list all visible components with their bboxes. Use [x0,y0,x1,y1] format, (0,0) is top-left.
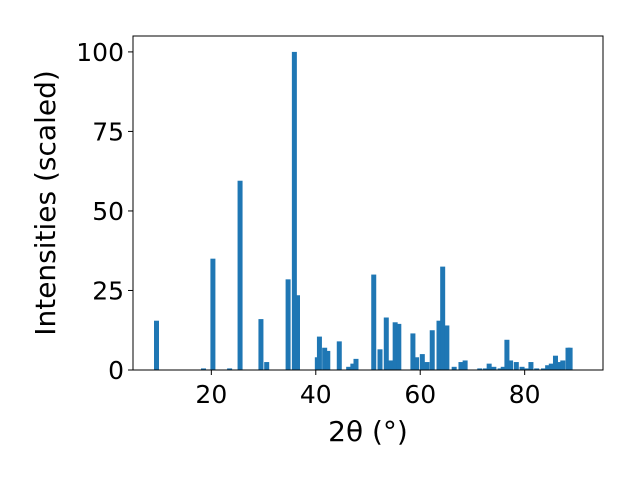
bar-30 [440,266,446,370]
bar-43 [513,362,519,370]
bar-49 [545,365,551,370]
y-tick-label-4: 100 [76,38,124,67]
bar-4 [237,180,243,370]
bar-16 [350,363,356,370]
bar-2 [210,258,216,370]
x-axis: 20 40 60 80 [195,370,541,409]
y-tick-label-1: 25 [92,276,124,305]
bar-26 [419,354,425,370]
bar-19 [377,349,383,370]
bar-50 [548,363,554,370]
bar-27 [424,362,430,370]
bar-11 [316,336,322,370]
bar-55 [567,347,573,370]
bar-44 [519,366,525,370]
bar-15 [346,366,352,370]
bar-5 [258,319,264,370]
bar-41 [504,339,510,370]
bar-48 [540,368,546,370]
bar-6 [264,362,270,370]
y-axis: 0 25 50 75 100 [76,38,133,385]
bar-40 [500,366,506,370]
bar-18 [371,274,377,370]
bar-32 [451,366,457,370]
x-tick-label-1: 40 [300,380,332,409]
bar-38 [491,366,497,370]
bar-45 [524,368,530,370]
bar-3 [227,368,233,370]
y-tick-label-0: 0 [108,356,124,385]
bar-46 [528,362,534,370]
bar-23 [396,323,402,370]
bar-39 [497,368,503,370]
bar-25 [414,357,420,370]
bar-31 [444,325,450,370]
bar-51 [552,355,558,370]
y-axis-label: Intensities (scaled) [29,70,62,336]
bar-36 [483,368,488,370]
plot-area-frame [132,35,604,371]
bar-21 [388,360,394,370]
bar-8 [291,51,297,371]
bar-14 [336,341,342,370]
bar-12 [322,347,328,370]
bar-20 [383,317,389,370]
bar-0 [154,320,159,370]
bars-group [154,51,573,371]
bar-1 [201,368,206,370]
y-tick-label-2: 50 [92,197,124,226]
bar-22 [392,322,398,370]
x-tick-label-0: 20 [195,380,227,409]
bar-35 [477,368,483,370]
bar-24 [410,333,416,370]
x-axis-label: 2θ (°) [328,415,408,448]
bar-53 [560,360,566,370]
bar-7 [285,279,291,370]
bar-34 [462,360,468,370]
x-tick-label-2: 60 [404,380,436,409]
bar-42 [508,360,514,370]
bar-13 [325,350,331,370]
bar-17 [353,358,359,370]
y-tick-label-3: 75 [92,117,124,146]
bar-47 [534,368,540,370]
bar-9 [295,295,300,370]
x-tick-label-3: 80 [509,380,541,409]
bar-33 [458,362,464,370]
bar-28 [429,330,435,370]
bar-29 [436,320,442,370]
bar-37 [486,363,492,370]
bar-52 [556,362,562,370]
